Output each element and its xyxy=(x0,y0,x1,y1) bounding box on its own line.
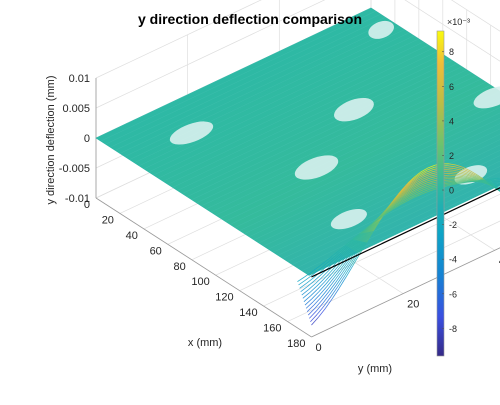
edge-wave-segment xyxy=(322,292,329,301)
edge-wave-segment xyxy=(313,295,320,302)
z-axis-label: y direction deflection (mm) xyxy=(45,76,57,205)
colorbar-tick-label: 2 xyxy=(449,151,454,161)
colorbar-tick-label: 0 xyxy=(449,186,454,196)
x-axis-label: x (mm) xyxy=(188,337,222,349)
y-tick-label: 0 xyxy=(315,342,321,354)
edge-wave-segment xyxy=(299,280,306,285)
edge-wave-segment xyxy=(309,311,316,318)
x-tick-label: 140 xyxy=(239,307,257,319)
x-tick-label: 40 xyxy=(126,230,138,242)
x-tick-label: 60 xyxy=(150,245,162,257)
z-tick-label: -0.005 xyxy=(59,163,90,175)
edge-wave-segment xyxy=(312,292,319,299)
edge-wave-segment xyxy=(319,284,326,292)
edge-wave-segment xyxy=(310,314,317,321)
z-tick-label: 0.005 xyxy=(62,103,90,115)
x-tick-label: 20 xyxy=(102,214,114,226)
edge-wave-segment xyxy=(314,297,321,305)
x-tick-label: 0 xyxy=(84,199,90,211)
edge-wave-segment xyxy=(318,282,325,289)
colorbar-tick-label: -4 xyxy=(449,255,457,265)
x-tick-label: 120 xyxy=(215,292,233,304)
x-tick-label: 160 xyxy=(263,323,281,335)
colorbar-tick-label: 8 xyxy=(449,47,454,57)
x-tick-label: 80 xyxy=(174,261,186,273)
colorbar-tick-label: 6 xyxy=(449,82,454,92)
x-tick-label: 100 xyxy=(191,276,209,288)
y-tick-label: 20 xyxy=(407,299,419,311)
x-tick-label: 180 xyxy=(287,338,305,350)
edge-wave-segment xyxy=(325,299,332,309)
z-tick-label: 0.01 xyxy=(69,73,90,85)
colorbar-tick-label: -8 xyxy=(449,324,457,334)
edge-wave-segment xyxy=(321,289,328,297)
edge-wave-segment xyxy=(486,182,493,183)
edge-wave-segment xyxy=(297,277,304,282)
edge-wave-segment xyxy=(323,272,330,279)
colorbar xyxy=(437,31,444,356)
colorbar-tick-label: -2 xyxy=(449,220,457,230)
colorbar-tick-label: 4 xyxy=(449,116,454,126)
edge-wave-segment xyxy=(320,287,327,295)
colorbar-tick-label: -6 xyxy=(449,289,457,299)
y-axis-label: y (mm) xyxy=(358,363,392,375)
z-tick-label: 0 xyxy=(84,133,90,145)
edge-wave-segment xyxy=(311,317,318,325)
chart-title: y direction deflection comparison xyxy=(0,11,500,27)
edge-wave-segment xyxy=(316,277,323,284)
edge-wave-segment xyxy=(318,309,325,318)
edge-wave-segment xyxy=(311,289,318,296)
